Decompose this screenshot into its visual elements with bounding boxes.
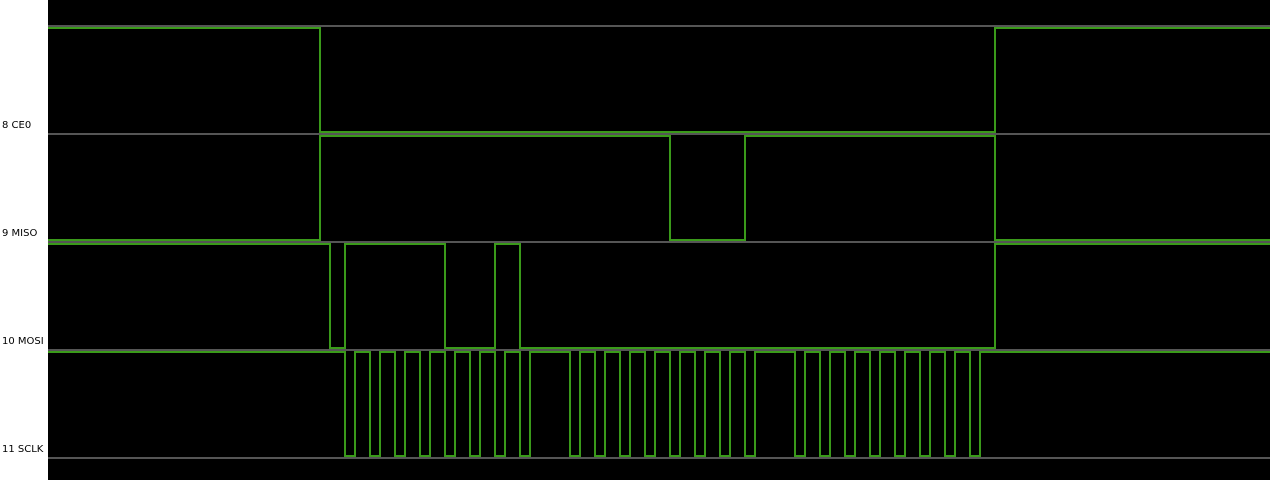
channel-label-panel: 8 CE0 9 MISO 10 MOSI 11 SCLK xyxy=(0,0,48,480)
waveform-mosi xyxy=(48,243,1270,349)
channel-label-sclk: 11 SCLK xyxy=(2,444,44,455)
waveform-miso xyxy=(48,135,1270,241)
waveform-ce0 xyxy=(48,27,1270,133)
channel-label-mosi: 10 MOSI xyxy=(2,336,44,347)
waveform-view[interactable] xyxy=(48,0,1270,480)
channel-label-ce0: 8 CE0 xyxy=(2,120,32,131)
waveform-sclk xyxy=(48,351,1270,457)
channel-label-miso: 9 MISO xyxy=(2,228,38,239)
